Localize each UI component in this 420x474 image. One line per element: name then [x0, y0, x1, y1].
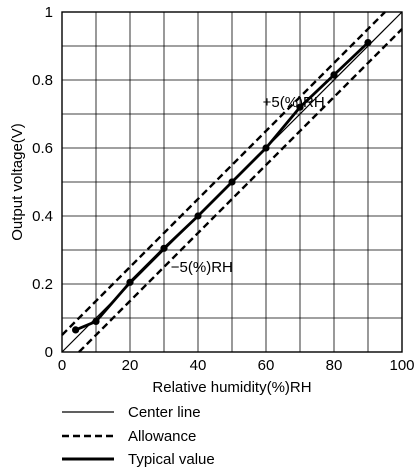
y-tick-label: 0.4 [32, 208, 53, 225]
annotation-plus-5: +5(%)RH [263, 94, 325, 111]
allowance-line [78, 28, 403, 353]
typical-value-point [194, 212, 202, 220]
x-tick-label: 20 [122, 357, 139, 374]
typical-value-point [92, 317, 100, 325]
legend-label-typical-value: Typical value [128, 451, 215, 468]
legend-label-allowance: Allowance [128, 428, 196, 445]
y-tick-label: 0 [45, 344, 53, 361]
annotation-minus-5: −5(%)RH [171, 259, 233, 276]
typical-value-point [262, 144, 270, 152]
legend: Center line Allowance Typical value [62, 404, 215, 468]
legend-label-center-line: Center line [128, 404, 201, 421]
y-axis-title: Output voltage(V) [9, 123, 26, 241]
x-tick-label: 100 [389, 357, 414, 374]
typical-value-point [160, 244, 168, 252]
typical-value-line [75, 41, 369, 332]
plot-frame [61, 11, 403, 353]
y-tick-label: 0.2 [32, 276, 53, 293]
typical-value-point [228, 178, 236, 186]
chart-series [61, 11, 403, 353]
x-tick-label: 80 [326, 357, 343, 374]
x-tick-label: 40 [190, 357, 207, 374]
y-tick-label: 1 [45, 4, 53, 21]
plot-border [61, 11, 403, 353]
typical-value-point [330, 71, 338, 79]
chart-ticks: 0 20 40 60 80 100 0 0.2 0.4 0.6 0.8 1 [32, 4, 414, 374]
typical-value-point [296, 103, 304, 111]
typical-value-point [126, 278, 134, 286]
y-tick-label: 0.8 [32, 72, 53, 89]
x-tick-label: 60 [258, 357, 275, 374]
allowance-line [61, 11, 386, 336]
x-tick-label: 0 [58, 357, 66, 374]
x-axis-title: Relative humidity(%)RH [152, 379, 311, 396]
chart-grid [62, 12, 402, 352]
typical-value-point [72, 326, 80, 334]
typical-value-point [364, 39, 372, 47]
y-tick-label: 0.6 [32, 140, 53, 157]
